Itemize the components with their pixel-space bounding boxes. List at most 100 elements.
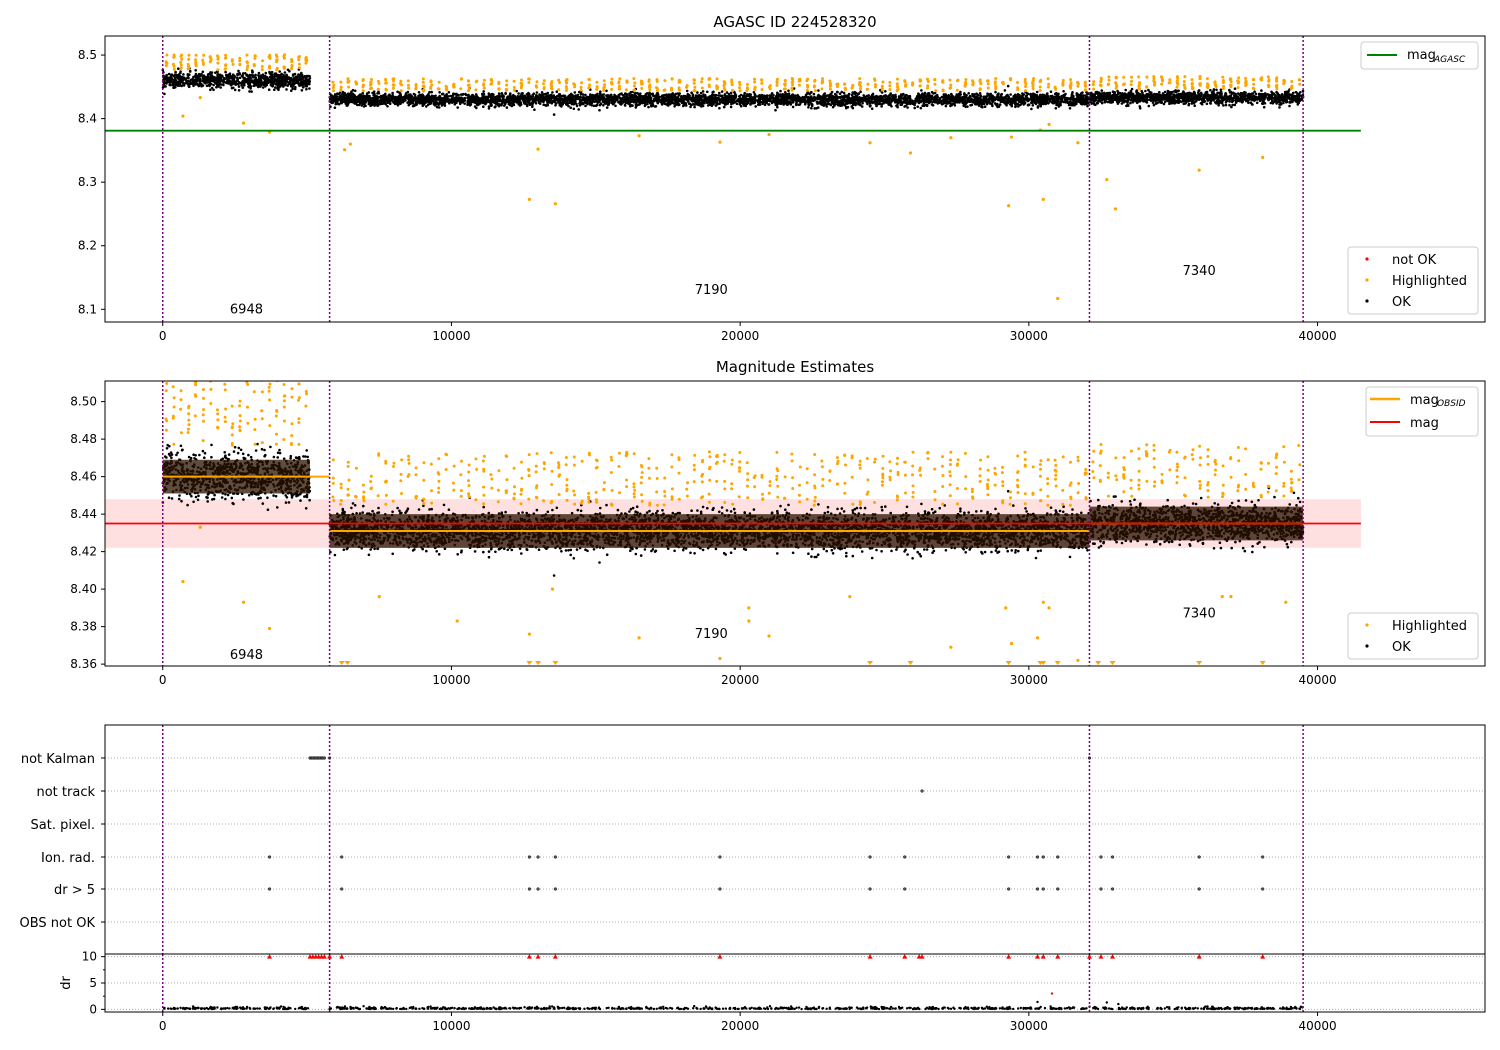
ok-point bbox=[602, 104, 605, 107]
ok-point bbox=[431, 99, 434, 103]
ok-point bbox=[187, 76, 190, 80]
ok-point bbox=[612, 98, 616, 101]
ok-point bbox=[212, 88, 215, 92]
ok-point bbox=[617, 94, 620, 98]
ok-point bbox=[584, 104, 587, 108]
ok-point bbox=[1021, 99, 1025, 102]
ok-point bbox=[598, 108, 601, 112]
ok-point bbox=[1079, 99, 1083, 103]
highlighted-point bbox=[245, 68, 249, 72]
ok-point bbox=[753, 94, 757, 98]
ok-point bbox=[467, 93, 470, 97]
ok-point bbox=[167, 72, 171, 76]
ok-point bbox=[703, 94, 707, 98]
ok-point bbox=[294, 85, 297, 89]
ok-point bbox=[689, 97, 692, 101]
highlighted-point bbox=[186, 62, 190, 66]
ok-point bbox=[174, 70, 177, 74]
ok-point bbox=[290, 83, 294, 87]
ok-point bbox=[701, 90, 705, 93]
ok-point bbox=[983, 105, 987, 108]
ok-point bbox=[797, 103, 801, 106]
ok-point bbox=[548, 101, 552, 104]
ok-point bbox=[870, 107, 874, 110]
ok-point bbox=[189, 78, 193, 82]
ok-point bbox=[482, 105, 485, 108]
ok-point bbox=[1025, 95, 1028, 98]
ok-point bbox=[528, 103, 532, 106]
ok-point bbox=[241, 79, 245, 83]
ok-point bbox=[720, 90, 724, 93]
ok-point bbox=[805, 92, 809, 96]
ok-point bbox=[1053, 95, 1057, 99]
ok-point bbox=[1046, 92, 1049, 95]
ok-point bbox=[249, 77, 252, 80]
ok-point bbox=[287, 77, 291, 80]
highlighted-point bbox=[186, 67, 190, 71]
ok-point bbox=[827, 102, 831, 106]
ok-point bbox=[569, 106, 572, 109]
ok-point bbox=[1039, 102, 1042, 106]
ok-point bbox=[776, 105, 779, 109]
ok-point bbox=[351, 92, 355, 96]
ok-point bbox=[840, 90, 844, 94]
ok-point bbox=[816, 106, 820, 109]
ok-point bbox=[177, 80, 180, 84]
ok-point bbox=[851, 91, 854, 94]
ok-point bbox=[254, 76, 257, 79]
ok-point bbox=[177, 73, 181, 76]
highlighted-point bbox=[297, 62, 301, 66]
ok-point bbox=[268, 70, 271, 74]
ok-point bbox=[660, 101, 663, 105]
highlighted-point bbox=[216, 61, 220, 65]
ok-point bbox=[723, 102, 727, 105]
ok-point bbox=[555, 90, 559, 93]
highlighted-point bbox=[246, 64, 250, 68]
ok-point bbox=[264, 79, 267, 83]
ok-point bbox=[824, 95, 827, 98]
ok-point bbox=[731, 101, 735, 105]
ok-point bbox=[1016, 93, 1020, 96]
ok-point bbox=[850, 101, 853, 104]
ok-point bbox=[245, 74, 248, 77]
ok-point bbox=[217, 78, 220, 82]
ok-point bbox=[300, 89, 304, 92]
ok-point bbox=[598, 100, 601, 103]
ok-point bbox=[398, 96, 402, 99]
ok-point bbox=[192, 75, 195, 79]
ok-point bbox=[264, 71, 268, 75]
ok-point bbox=[222, 81, 225, 84]
ok-point bbox=[497, 92, 501, 95]
ok-point bbox=[248, 79, 252, 82]
ok-point bbox=[675, 96, 679, 99]
ok-point bbox=[252, 84, 256, 88]
ok-point bbox=[706, 90, 709, 94]
ok-point bbox=[1022, 96, 1025, 100]
ok-point bbox=[1026, 92, 1030, 96]
ok-point bbox=[875, 104, 878, 108]
highlighted-point bbox=[261, 59, 265, 63]
ok-point bbox=[815, 100, 819, 103]
ok-point bbox=[987, 93, 991, 96]
ok-point bbox=[185, 80, 188, 83]
ok-point bbox=[452, 98, 456, 101]
ok-point bbox=[1005, 94, 1008, 98]
ok-point bbox=[929, 100, 932, 104]
ok-point bbox=[996, 96, 1000, 99]
ok-point bbox=[944, 104, 948, 108]
ok-point bbox=[429, 101, 433, 105]
ok-point bbox=[895, 104, 898, 108]
ok-point bbox=[222, 83, 225, 87]
highlighted-point bbox=[187, 57, 191, 61]
ok-point bbox=[519, 94, 523, 97]
ok-point bbox=[237, 83, 240, 86]
ok-point bbox=[1031, 104, 1035, 107]
ok-point bbox=[188, 73, 191, 76]
ok-point bbox=[292, 77, 296, 81]
ok-point bbox=[247, 83, 251, 86]
ok-point bbox=[201, 79, 205, 83]
ok-point bbox=[305, 74, 308, 78]
ok-point bbox=[476, 103, 479, 107]
ok-point bbox=[227, 76, 230, 79]
highlighted-point bbox=[282, 65, 286, 69]
